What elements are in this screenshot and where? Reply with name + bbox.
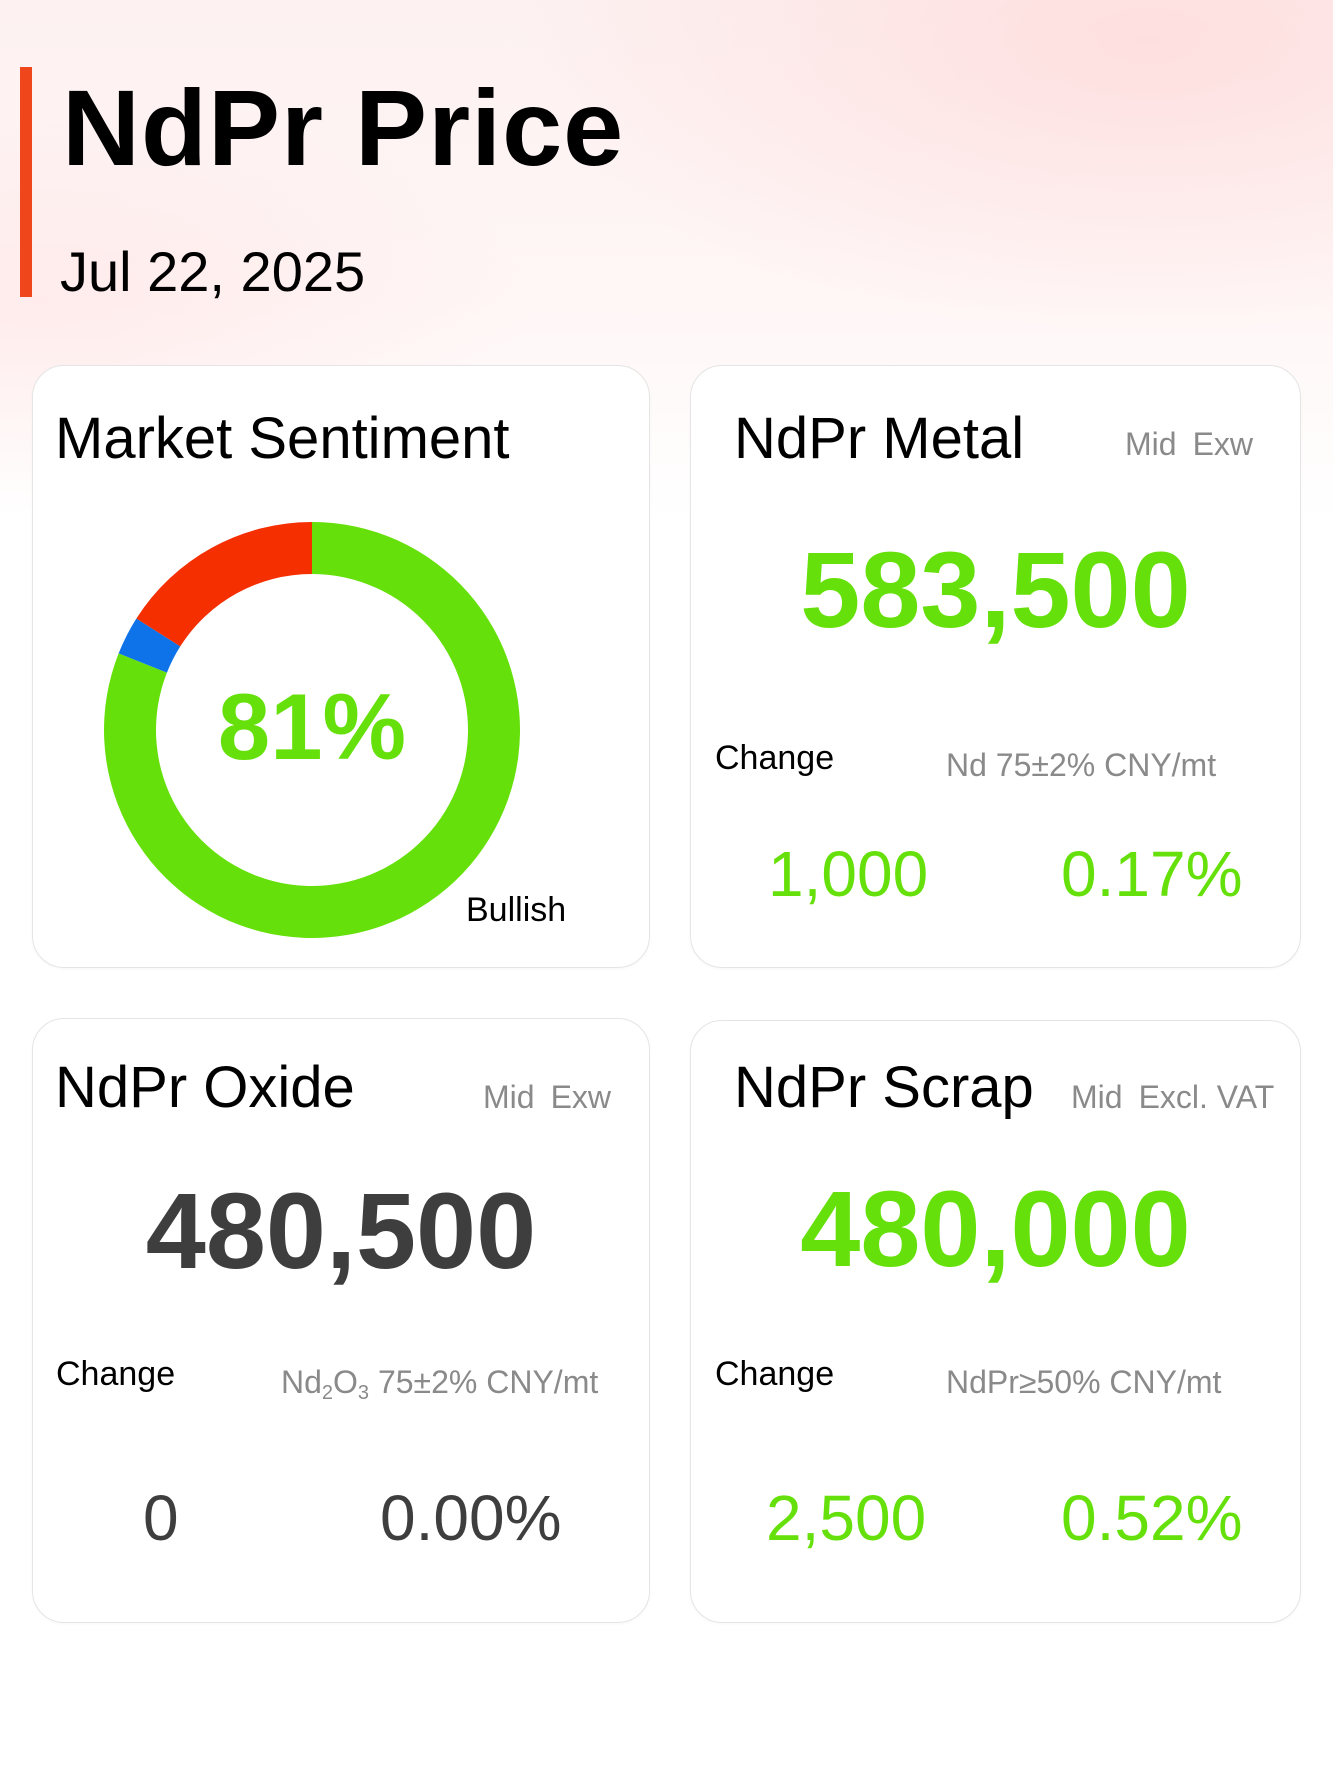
- spec-element: Nd: [281, 1364, 322, 1400]
- donut-svg: [104, 522, 520, 938]
- change-label: Change: [56, 1355, 176, 1393]
- ndpr-scrap-card: NdPr Scrap Mid Excl. VAT 480,000 Change N…: [690, 1020, 1301, 1623]
- ndpr-metal-card: NdPr Metal Mid Exw 583,500 Change Nd 75±2…: [690, 365, 1301, 968]
- price-basis: Mid Excl. VAT: [1071, 1077, 1274, 1117]
- spec-subscript: 2: [321, 1382, 334, 1404]
- spec-subscript: 3: [357, 1382, 370, 1404]
- donut-slice-bearish: [136, 522, 312, 647]
- ndpr-oxide-card: NdPr Oxide Mid Exw 480,500 Change Nd2O3 7…: [32, 1018, 650, 1623]
- meta-mid: Mid: [483, 1079, 535, 1115]
- change-percent: 0.52%: [1061, 1482, 1243, 1554]
- bullish-label: Bullish: [466, 891, 567, 929]
- price-value: 480,500: [145, 1170, 537, 1291]
- meta-basis: Exw: [550, 1079, 612, 1115]
- price-basis: Mid Exw: [483, 1077, 611, 1117]
- meta-mid: Mid: [1125, 426, 1177, 462]
- change-label: Change: [715, 1355, 835, 1393]
- product-spec: Nd2O3 75±2% CNY/mt: [281, 1362, 598, 1413]
- change-value: 2,500: [766, 1482, 927, 1554]
- price-basis: Mid Exw: [1125, 424, 1253, 464]
- change-label: Change: [715, 739, 835, 777]
- change-value: 0: [143, 1482, 179, 1554]
- spec-suffix: 75±2% CNY/mt: [369, 1364, 599, 1400]
- title-accent-bar: [20, 67, 32, 297]
- spec-element: O: [333, 1364, 358, 1400]
- product-spec: Nd 75±2% CNY/mt: [946, 747, 1217, 783]
- card-title: NdPr Scrap: [734, 1055, 1034, 1120]
- product-spec: NdPr≥50% CNY/mt: [946, 1364, 1222, 1400]
- meta-basis: Excl. VAT: [1138, 1079, 1275, 1115]
- sentiment-donut-chart: 81%: [104, 522, 520, 938]
- change-percent: 0.00%: [380, 1482, 562, 1554]
- change-percent: 0.17%: [1061, 838, 1243, 910]
- meta-basis: Exw: [1192, 426, 1254, 462]
- price-value: 480,000: [800, 1168, 1191, 1289]
- card-title: Market Sentiment: [55, 406, 510, 471]
- card-title: NdPr Metal: [734, 406, 1025, 471]
- page-title: NdPr Price: [62, 67, 625, 188]
- meta-mid: Mid: [1071, 1079, 1123, 1115]
- page-date: Jul 22, 2025: [60, 240, 366, 303]
- change-value: 1,000: [768, 838, 929, 910]
- donut-slice-neutral: [118, 618, 181, 673]
- sentiment-percent: 81%: [217, 674, 407, 779]
- price-value: 583,500: [800, 529, 1191, 650]
- card-title: NdPr Oxide: [55, 1055, 355, 1120]
- market-sentiment-card: Market Sentiment 81% Bullish: [32, 365, 650, 968]
